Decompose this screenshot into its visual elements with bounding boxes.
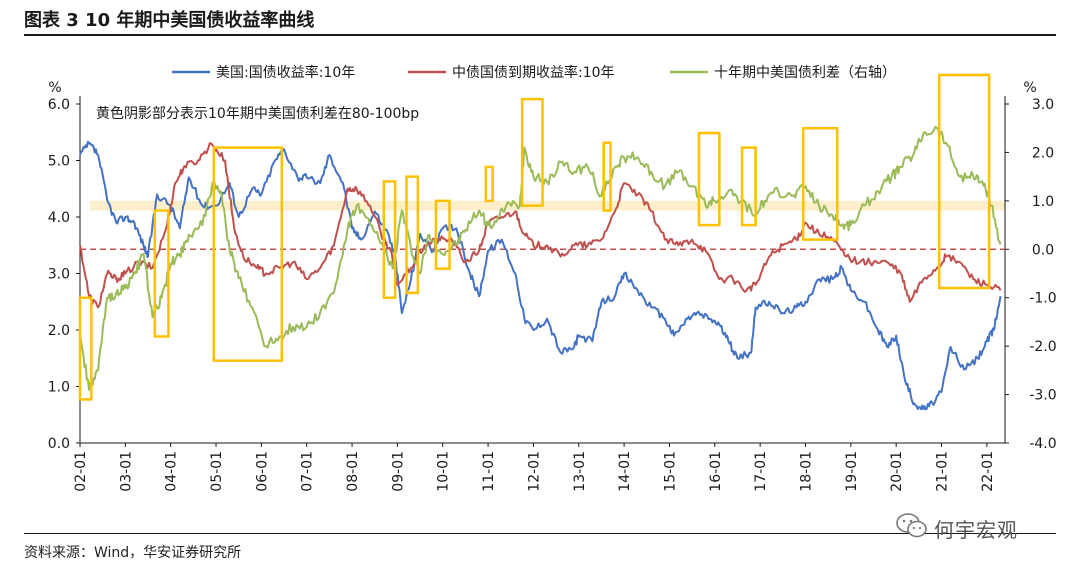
highlight-box-5 xyxy=(434,199,451,270)
x-tick-label: 07-01 xyxy=(300,451,316,492)
left-tick-label: 6.0 xyxy=(48,97,70,113)
watermark: 何宇宏观 xyxy=(896,510,1046,544)
highlight-box-9 xyxy=(697,131,721,227)
left-tick-label: 1.0 xyxy=(48,380,70,396)
highlight-box-3 xyxy=(382,180,397,299)
x-tick-label: 06-01 xyxy=(254,451,270,492)
x-tick-label: 14-01 xyxy=(617,451,633,492)
right-tick-label: -1.0 xyxy=(1029,291,1056,307)
right-tick-label: 2.0 xyxy=(1032,145,1054,161)
highlight-box-7 xyxy=(520,97,544,207)
right-axis-unit: % xyxy=(1023,80,1036,96)
highlight-box-0 xyxy=(78,296,93,401)
x-tick-label: 18-01 xyxy=(798,451,814,492)
x-tick-label: 04-01 xyxy=(164,451,180,492)
shaded-band xyxy=(90,200,1005,211)
shade-annotation: 黄色阴影部分表示10年期中美国债利差在80-100bp xyxy=(96,105,419,122)
x-tick-label: 16-01 xyxy=(708,451,724,492)
title-bar: 图表 3 10 年期中美国债收益率曲线 xyxy=(24,0,1056,36)
x-tick-label: 03-01 xyxy=(118,451,134,492)
series-line-2 xyxy=(79,125,1002,391)
legend-label-1: 中债国债到期收益率:10年 xyxy=(452,64,615,81)
left-tick-label: 3.0 xyxy=(48,267,70,283)
legend-label-2: 十年期中美国债利差（右轴） xyxy=(714,65,896,81)
x-tick-label: 17-01 xyxy=(753,451,769,492)
highlight-box-6 xyxy=(484,165,494,203)
right-tick-label: 3.0 xyxy=(1032,97,1054,113)
wechat-icon xyxy=(896,513,927,538)
x-tick-label: 02-01 xyxy=(73,451,89,492)
x-tick-label: 10-01 xyxy=(436,451,452,492)
highlight-box-4 xyxy=(405,175,420,295)
highlight-box-12 xyxy=(938,73,991,290)
right-tick-label: 0.0 xyxy=(1032,242,1054,258)
x-tick-label: 19-01 xyxy=(844,451,860,492)
right-tick-label: -2.0 xyxy=(1029,339,1056,355)
right-tick-label: 1.0 xyxy=(1032,194,1054,210)
x-tick-label: 20-01 xyxy=(889,451,905,492)
footer-divider xyxy=(24,533,1056,534)
left-tick-label: 0.0 xyxy=(48,436,70,452)
x-tick-label: 08-01 xyxy=(345,451,361,492)
right-tick-label: -3.0 xyxy=(1029,388,1056,404)
x-tick-label: 05-01 xyxy=(209,451,225,492)
chart-title: 图表 3 10 年期中美国债收益率曲线 xyxy=(24,10,315,31)
highlight-box-2 xyxy=(212,146,284,362)
watermark-text: 何宇宏观 xyxy=(934,518,1018,542)
x-tick-label: 22-01 xyxy=(980,451,996,492)
left-tick-label: 2.0 xyxy=(48,323,70,339)
legend-label-0: 美国:国债收益率:10年 xyxy=(216,64,355,81)
x-tick-label: 09-01 xyxy=(390,451,406,492)
left-tick-label: 5.0 xyxy=(48,154,70,170)
left-tick-label: 4.0 xyxy=(48,210,70,226)
source-note: 资料来源：Wind，华安证券研究所 xyxy=(24,545,242,561)
highlight-box-8 xyxy=(602,141,612,212)
x-tick-label: 15-01 xyxy=(662,451,678,492)
right-tick-label: -4.0 xyxy=(1029,436,1056,452)
x-tick-label: 12-01 xyxy=(526,451,542,492)
left-axis-unit: % xyxy=(48,80,61,96)
highlight-box-10 xyxy=(740,146,757,227)
highlight-box-11 xyxy=(801,126,839,241)
highlight-box-1 xyxy=(153,209,170,338)
series-line-0 xyxy=(79,140,1002,411)
x-tick-label: 11-01 xyxy=(481,451,497,492)
x-tick-label: 13-01 xyxy=(572,451,588,492)
x-tick-label: 21-01 xyxy=(935,451,951,492)
series-line-1 xyxy=(79,142,1002,309)
